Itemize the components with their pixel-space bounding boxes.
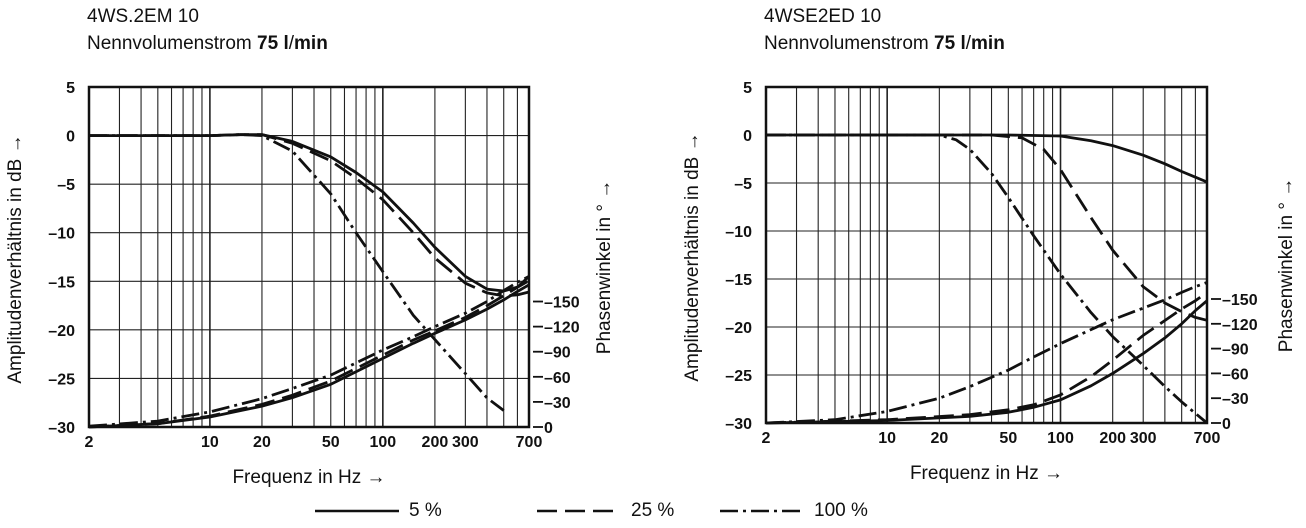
y-tick-label: –25 (48, 371, 75, 388)
x-tick-label: 200 (1099, 430, 1126, 447)
plot-frame (87, 85, 531, 429)
y2-tick-label: –30 (1222, 391, 1249, 408)
legend-item-25: 25 % (537, 500, 674, 522)
series-phase-5 (88, 283, 530, 429)
legend-item-100: 100 % (720, 500, 868, 522)
legend-dashdot-line (720, 509, 804, 513)
x-tick-label: 200 (422, 434, 449, 451)
series-phase-100 (88, 275, 530, 428)
y-tick-label: 5 (66, 80, 75, 97)
left-chart-title: 4WS.2EM 10 Nennvolumenstrom 75 l/min (87, 3, 328, 57)
y-tick-label: –30 (725, 416, 752, 433)
y2-tick-label: –90 (544, 345, 571, 362)
series-phase-100 (765, 281, 1208, 425)
y-tick-label: –10 (48, 226, 75, 243)
y-tick-label: 0 (66, 129, 75, 146)
y2-axis-label: Phasenwinkel in ° → (1276, 178, 1297, 352)
legend-dashed-line (537, 509, 621, 513)
y2-tick-label: –120 (1222, 317, 1258, 334)
left-chart-flow: Nennvolumenstrom 75 l/min (87, 33, 328, 54)
series-phase-25 (88, 279, 530, 429)
y2-tick-label: –60 (544, 370, 571, 387)
x-tick-label: 2 (762, 430, 771, 447)
y-tick-label: –5 (57, 177, 75, 194)
y2-tick-label: –150 (1222, 292, 1258, 309)
left-chart-model: 4WS.2EM 10 (87, 6, 199, 27)
legend-solid-line (315, 509, 399, 513)
series-amplitude-5 (766, 133, 1208, 184)
series-amplitude-25 (766, 133, 1208, 322)
x-axis-label: Frequenz in Hz → (232, 467, 385, 488)
plot-frame (764, 85, 1209, 425)
x-tick-label: 10 (878, 430, 896, 447)
y-tick-label: –10 (725, 224, 752, 241)
series-phase-25 (765, 291, 1208, 425)
x-tick-label: 100 (369, 434, 396, 451)
y-tick-label: –20 (48, 323, 75, 340)
y-tick-label: –5 (734, 176, 752, 193)
right-chart-model: 4WSE2ED 10 (764, 6, 882, 27)
y-axis-label: Amplitudenverhältnis in dB → (682, 132, 703, 381)
y2-tick-label: –120 (544, 320, 580, 337)
x-tick-label: 700 (516, 434, 543, 451)
y2-tick-label: 0 (544, 420, 553, 437)
y-tick-label: –15 (48, 274, 75, 291)
y-tick-label: –15 (725, 272, 752, 289)
y-tick-label: –20 (725, 320, 752, 337)
y-axis-label: Amplitudenverhältnis in dB → (5, 134, 26, 383)
y-tick-label: –30 (48, 420, 75, 437)
right-chart-title: 4WSE2ED 10 Nennvolumenstrom 75 l/min (764, 3, 1005, 57)
y-tick-label: 5 (743, 80, 752, 97)
x-tick-label: 20 (253, 434, 271, 451)
y2-tick-label: –90 (1222, 342, 1249, 359)
x-tick-label: 2 (85, 434, 94, 451)
x-tick-label: 50 (999, 430, 1017, 447)
series-amplitude-100 (766, 133, 1208, 425)
y2-axis-label: Phasenwinkel in ° → (594, 180, 615, 354)
right-chart-flow: Nennvolumenstrom 75 l/min (764, 33, 1005, 54)
y2-tick-label: –150 (544, 295, 580, 312)
x-axis-label: Frequenz in Hz → (910, 463, 1063, 484)
y-tick-label: –25 (725, 368, 752, 385)
series-amplitude-25 (89, 133, 530, 298)
y2-tick-label: –60 (1222, 366, 1249, 383)
series-amplitude-5 (89, 133, 530, 293)
x-tick-label: 20 (930, 430, 948, 447)
y2-tick-label: –30 (544, 395, 571, 412)
chart-1: 50–5–10–15–20–25–302 10 20 50 100 200 300 700–1… (682, 80, 1297, 484)
y2-tick-label: 0 (1222, 416, 1231, 433)
series-phase-5 (765, 299, 1208, 425)
legend-item-5: 5 % (315, 500, 442, 522)
x-tick-label: 100 (1047, 430, 1074, 447)
y-tick-label: 0 (743, 128, 752, 145)
x-tick-label: 700 (1194, 430, 1221, 447)
x-tick-label: 10 (201, 434, 219, 451)
chart-0: 50–5–10–15–20–25–302 10 20 50 100 200 300 700–1… (5, 80, 615, 488)
x-tick-label: 50 (322, 434, 340, 451)
x-tick-label: 300 (452, 434, 479, 451)
series-amplitude-100 (89, 133, 505, 412)
x-tick-label: 300 (1130, 430, 1157, 447)
